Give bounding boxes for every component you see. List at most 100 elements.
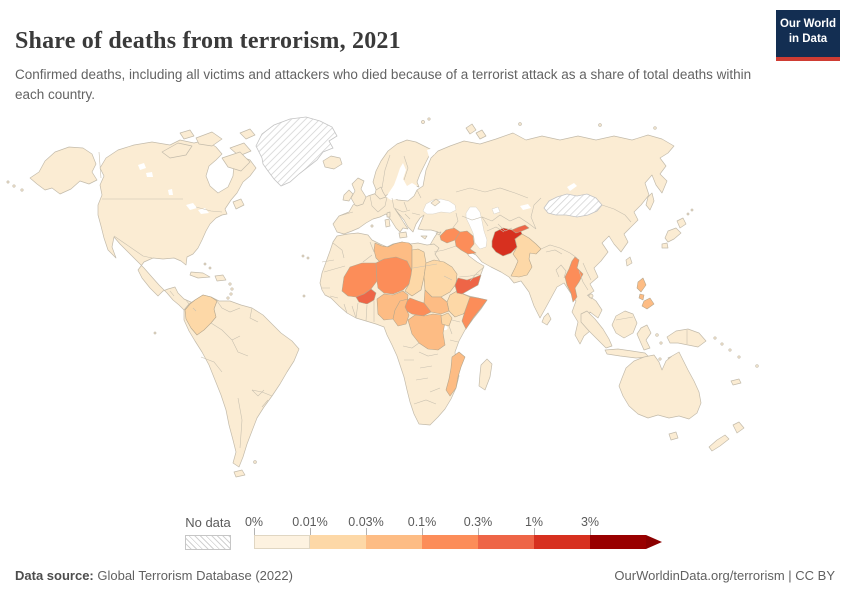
island-moluccas (655, 333, 659, 337)
border-lines-north-america (98, 151, 223, 312)
country-iraq[interactable] (454, 230, 477, 255)
legend-arrow-icon (646, 535, 662, 549)
country-united-kingdom[interactable] (350, 177, 367, 207)
country-pakistan[interactable] (510, 233, 542, 278)
arctic-island (239, 128, 256, 140)
border-lines-south-america (200, 300, 273, 449)
island-falkland (253, 460, 257, 464)
pacific-island (728, 348, 732, 352)
legend-tick-6: 3% (580, 515, 600, 529)
arctic-island (518, 122, 522, 126)
country-tajikistan[interactable] (511, 224, 530, 234)
country-myanmar[interactable] (564, 256, 584, 303)
island-cyprus (435, 231, 442, 236)
aleutian-island (12, 184, 16, 188)
pacific-island (713, 336, 717, 340)
arctic-island (179, 129, 195, 140)
data-source-label: Data source: (15, 568, 94, 583)
country-philippines[interactable] (641, 297, 655, 310)
island-balearic (370, 224, 374, 228)
owid-logo[interactable]: Our World in Data (776, 10, 840, 61)
legend-tick-mark (534, 528, 535, 535)
aleutian-island (6, 180, 10, 184)
country-cameroon[interactable] (392, 298, 410, 327)
lake-great-slave (146, 172, 153, 177)
border-lines-asia (433, 187, 688, 344)
legend-tick-mark (422, 528, 423, 535)
island-borneo[interactable] (611, 310, 638, 339)
island-svalbard (427, 117, 431, 121)
lake-winnipeg (168, 189, 173, 195)
legend-bin-2[interactable] (366, 535, 422, 549)
pacific-island (720, 342, 724, 346)
lake-great-lakes (198, 208, 209, 214)
island-galapagos (153, 331, 157, 335)
country-ireland[interactable] (342, 189, 354, 202)
footer-link[interactable]: OurWorldinData.org/terrorism | CC BY (614, 568, 835, 583)
sea-caspian (465, 206, 488, 250)
island-novaya-zemlya (475, 129, 487, 140)
country-japan[interactable] (664, 227, 682, 243)
island-sulawesi[interactable] (636, 324, 652, 351)
country-philippines[interactable] (636, 277, 647, 293)
legend-bin-6[interactable] (590, 535, 646, 549)
country-greenland[interactable] (255, 116, 338, 187)
legend-tick-mark (310, 528, 311, 535)
border-lines-africa (321, 241, 461, 405)
data-source-value: Global Terrorism Database (2022) (93, 568, 293, 583)
legend-no-data-swatch[interactable] (185, 535, 231, 550)
country-somalia[interactable] (461, 296, 488, 330)
border-lines-europe (338, 154, 422, 220)
legend-bin-4[interactable] (478, 535, 534, 549)
country-australia[interactable] (618, 351, 702, 420)
country-sri-lanka[interactable] (541, 312, 552, 326)
country-madagascar[interactable] (478, 358, 493, 391)
island-sumatra[interactable] (580, 310, 613, 349)
country-yemen[interactable] (454, 274, 482, 295)
legend-bin-1[interactable] (310, 535, 366, 549)
island-java[interactable] (604, 348, 650, 359)
country-alaska[interactable] (29, 146, 98, 195)
legend-tick-5: 1% (524, 515, 544, 529)
sea-white-sea (427, 148, 435, 157)
legend-tick-4: 0.3% (463, 515, 493, 529)
country-new-zealand[interactable] (732, 421, 745, 434)
country-new-zealand[interactable] (708, 434, 730, 452)
legend-bin-0[interactable] (254, 535, 310, 549)
island-sakhalin (645, 192, 655, 211)
country-burkina-faso[interactable] (355, 288, 377, 305)
legend-bin-5[interactable] (534, 535, 590, 549)
country-iceland[interactable] (322, 155, 343, 170)
island-svalbard (421, 120, 425, 124)
island-kuril (690, 208, 694, 212)
pacific-island (737, 355, 741, 359)
legend-tick-0: 0% (244, 515, 264, 529)
island-moluccas (659, 341, 663, 345)
arctic-island (161, 142, 193, 159)
legend-bin-3[interactable] (422, 535, 478, 549)
country-chad[interactable] (404, 248, 427, 297)
country-japan[interactable] (676, 217, 687, 229)
country-hispaniola[interactable] (214, 274, 227, 282)
legend-tick-mark (366, 528, 367, 535)
island-new-guinea[interactable] (666, 328, 707, 348)
country-cuba[interactable] (189, 271, 211, 279)
bahamas-island (203, 262, 207, 266)
aleutian-island (20, 188, 24, 192)
country-mozambique[interactable] (445, 351, 466, 397)
country-uganda[interactable] (440, 312, 453, 327)
country-colombia[interactable] (184, 294, 218, 336)
country-taiwan[interactable] (625, 256, 633, 267)
country-sudan[interactable] (423, 259, 458, 298)
legend-color-bar (254, 535, 646, 549)
island-newfoundland (232, 198, 245, 210)
legend-tick-mark (478, 528, 479, 535)
chart-subtitle: Confirmed deaths, including all victims … (15, 66, 752, 103)
island-cape-verde (302, 294, 306, 298)
country-philippines[interactable] (638, 293, 645, 301)
bahamas-island (208, 266, 212, 270)
country-japan[interactable] (661, 242, 669, 249)
arctic-island (195, 131, 223, 147)
